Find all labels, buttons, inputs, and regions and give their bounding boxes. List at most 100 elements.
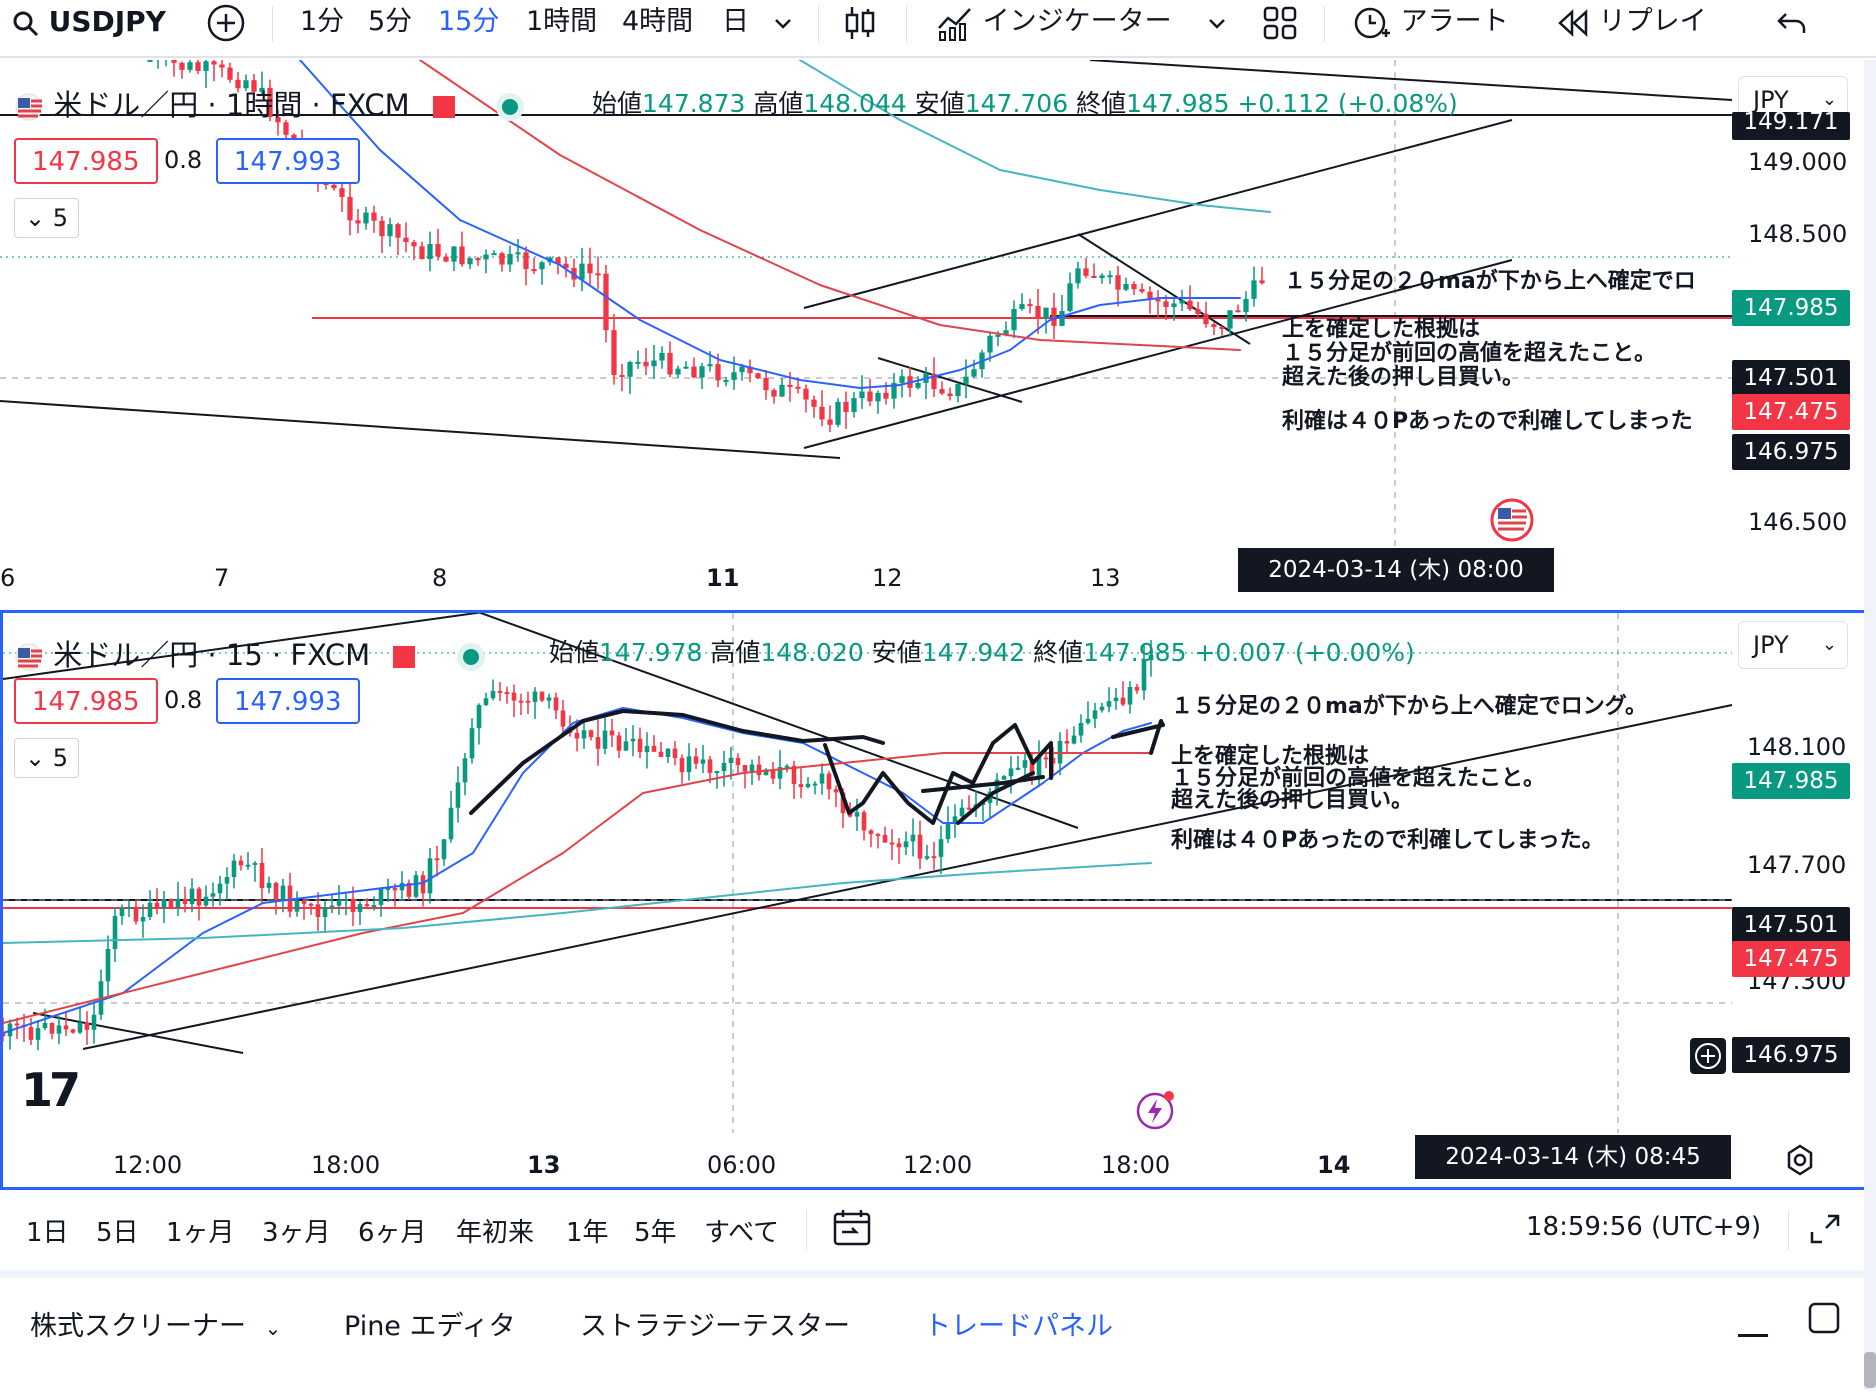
candle-body [497,690,503,693]
add-order-plus-icon[interactable] [1689,1037,1727,1075]
candle-body [1113,697,1119,702]
candle-body [3,1033,6,1037]
candle-body [175,898,181,908]
layout-button[interactable] [1262,0,1298,46]
chart-pane-15m[interactable]: 米ドル／円 · 15 · FXCM 始値147.978 高値148.020 安値… [0,610,1876,1190]
range-1m[interactable]: 1ヶ月 [166,1218,235,1248]
maximize-panel-icon[interactable] [1806,1300,1842,1336]
candle-body [420,875,426,894]
range-ytd[interactable]: 年初来 [456,1218,535,1248]
candle-body [63,1025,69,1030]
annotation-text[interactable]: 上を確定した根拠は [1282,317,1481,342]
range-5d[interactable]: 5日 [96,1218,139,1248]
candle-body [699,366,705,378]
us-event-flag-icon[interactable] [1490,498,1534,542]
range-3m[interactable]: 3ヶ月 [262,1218,331,1248]
chart-canvas-1h[interactable] [0,60,1876,608]
clock-timezone[interactable]: 18:59:56 (UTC+9) [1526,1212,1762,1242]
legend-collapse-button[interactable]: ⌄ 5 [14,198,80,238]
minimize-panel-icon[interactable] [1738,1334,1768,1337]
chevron-down-icon: ⌄ [1821,89,1837,110]
time-tick: 18:00 [1101,1151,1171,1179]
chart-type-button[interactable] [842,0,878,46]
buy-price-button[interactable]: 147.993 [216,138,360,184]
fullscreen-expand-icon[interactable] [1808,1212,1842,1246]
range-6m[interactable]: 6ヶ月 [358,1218,427,1248]
candle-body [947,393,953,397]
interval-1h[interactable]: 1時間 [526,6,598,37]
candle-body [835,401,841,425]
candle-body [1035,305,1041,319]
indicators-dropdown[interactable] [1206,0,1228,46]
tab-strategy-tester[interactable]: ストラテジーテスター [580,1311,850,1342]
go-to-date-calendar-icon[interactable] [832,1208,872,1248]
channel-line-lower [82,704,1733,1050]
currency-selector[interactable]: JPY ⌄ [1738,621,1848,669]
scrollbar-thumb[interactable] [1864,1352,1876,1388]
candle-body [777,767,783,779]
price-tick: 149.000 [1748,148,1848,176]
range-1d[interactable]: 1日 [26,1218,69,1248]
annotation-text[interactable]: １５分足が前回の高値を超えたこと。 [1171,766,1546,791]
chevron-down-icon [775,18,791,29]
candle-body [1227,310,1233,329]
annotation-text[interactable]: １５分足の２０maが下から上へ確定でロング。 [1171,694,1648,719]
alert-button[interactable]: アラート [1352,0,1509,46]
candle-body [140,917,146,922]
interval-1d[interactable]: 日 [722,6,749,37]
candle-body [867,391,873,402]
annotation-text[interactable]: 超えた後の押し目買い。 [1282,365,1525,390]
interval-1m[interactable]: 1分 [300,6,345,37]
candle-body [105,948,111,982]
tab-pine-editor[interactable]: Pine エディタ [344,1311,516,1342]
annotation-text[interactable]: 利確は４０Pあったので利確してしまった [1282,409,1693,434]
annotation-text[interactable]: 上を確定した根拠は [1171,744,1370,769]
candle-body [133,906,139,922]
candle-body [1043,757,1049,760]
candle-body [49,1022,55,1034]
range-1y[interactable]: 1年 [566,1218,609,1248]
undo-button[interactable] [1776,0,1808,46]
candle-body [686,756,692,773]
tab-trade-panel[interactable]: トレードパネル [924,1311,1113,1342]
annotation-text[interactable]: １５分足の２０maが下から上へ確定でロ [1284,269,1696,294]
candle-body [294,900,300,912]
series-legend-1h[interactable]: 米ドル／円 · 1時間 · FXCM [14,82,519,124]
sell-price-button[interactable]: 147.985 [14,138,158,184]
search-icon [13,11,39,36]
buy-price-button[interactable]: 147.993 [216,678,360,724]
interval-15m[interactable]: 15分 [438,6,500,37]
sell-price-button[interactable]: 147.985 [14,678,158,724]
indicators-button[interactable]: インジケーター [936,0,1172,46]
time-tick: 13 [527,1151,561,1179]
price-label-black-line: 147.501 [1732,907,1850,943]
settings-gear-icon[interactable] [1783,1143,1817,1177]
chart-canvas-15m[interactable] [3,613,1873,1187]
annotation-text[interactable]: 利確は４０Pあったので利確してしまった。 [1171,828,1604,853]
tab-stock-screener[interactable]: 株式スクリーナー ⌄ [30,1304,281,1343]
candle-body [483,254,489,260]
candle-body [763,769,769,776]
candle-body [1155,299,1161,302]
candle-body [1022,760,1028,768]
symbol-search[interactable]: USDJPY [12,0,166,46]
replay-label: リプレイ [1598,6,1707,37]
interval-5m[interactable]: 5分 [368,6,413,37]
lightning-event-icon[interactable] [1135,1087,1179,1131]
range-all[interactable]: すべて [704,1218,780,1248]
annotation-text[interactable]: １５分足が前回の高値を超えたこと。 [1282,341,1657,366]
hand-drawn-arrow [1111,719,1165,755]
candle-body [803,388,809,400]
interval-4h[interactable]: 4時間 [622,6,694,37]
chart-pane-1h[interactable]: 米ドル／円 · 1時間 · FXCM 始値147.873 高値148.044 安… [0,60,1876,608]
candle-body [1067,283,1073,312]
moving-average-red [419,60,1241,351]
range-5y[interactable]: 5年 [634,1218,677,1248]
series-legend-15m[interactable]: 米ドル／円 · 15 · FXCM [14,632,479,674]
annotation-text[interactable]: 超えた後の押し目買い。 [1171,788,1414,813]
compare-button[interactable] [206,0,246,46]
legend-collapse-button[interactable]: ⌄ 5 [14,738,80,778]
moving-average-teal [3,862,1152,944]
interval-dropdown[interactable] [772,0,794,46]
replay-button[interactable]: リプレイ [1556,0,1707,46]
